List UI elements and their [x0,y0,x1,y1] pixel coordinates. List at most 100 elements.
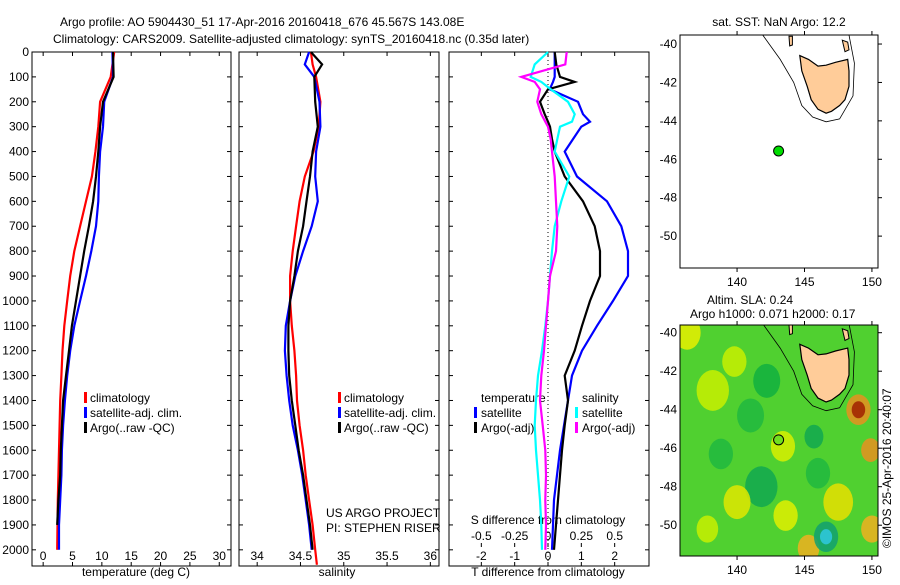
salinity-legend: climatology satellite-adj. clim. Argo(..… [344,391,436,435]
depth-tick-label: 0 [22,45,29,59]
sla-anomaly [861,438,878,463]
depth-tick-label: 2000 [2,543,29,557]
x-tick-label: 1 [578,549,585,563]
s-tick-label: 0.5 [606,529,623,543]
map-frame [679,324,879,557]
lat-tick-label: -46 [660,152,678,166]
shelf-contour [762,35,855,123]
lat-tick-label: -50 [660,229,678,243]
series-line-argo-raw-qc- [56,51,115,525]
depth-tick-label: 200 [9,95,29,109]
depth-tick-label: 500 [9,169,29,183]
x-tick-label: 35.5 [375,549,399,563]
x-tick-label: 15 [125,549,139,563]
lon-tick-label: 140 [727,563,747,577]
x-tick-label: 5 [69,549,76,563]
depth-tick-label: 800 [9,244,29,258]
salinity-xlabel: salinity [319,565,356,579]
sla-anomaly [805,457,831,489]
depth-tick-label: 1900 [2,518,29,532]
sla-anomaly [696,370,729,411]
legend-swatch [474,422,477,433]
figure-title-line2: Climatology: CARS2009. Satellite-adjuste… [53,32,529,46]
sla-anomaly [851,401,866,419]
legend-s-satellite: satellite [582,406,623,420]
salinity-panel: salinity climatology satellite-adj. clim… [238,51,441,579]
depth-tick-label: 1600 [2,443,29,457]
lon-tick-label: 150 [862,563,882,577]
depth-tick-label: 300 [9,120,29,134]
temperature-panel: temperature (deg C) climatology satellit… [2,45,232,579]
t-diff-xlabel: T difference from climatology [471,565,625,579]
x-tick-label: 0 [40,549,47,563]
depth-tick-label: 100 [9,70,29,84]
lat-tick-label: -42 [660,364,678,378]
tasmania-land [799,343,850,403]
lat-tick-label: -48 [660,191,678,205]
depth-tick-label: 400 [9,145,29,159]
x-tick-label: 10 [95,549,109,563]
legend-argo: Argo(..raw -QC) [344,421,429,435]
series-line-satellite-adj-clim- [57,51,115,550]
series-line-climatology [56,51,116,550]
lon-tick-label: 140 [727,275,747,289]
lat-tick-label: -44 [660,403,678,417]
difference-legend: temperature satellite Argo(-adj) salinit… [481,391,635,435]
lat-tick-label: -40 [660,37,678,51]
lat-tick-label: -44 [660,114,678,128]
argo-position-marker [773,145,785,157]
x-tick-label: 2 [611,549,618,563]
legend-climatology: climatology [90,391,150,405]
sla-anomaly [723,485,751,520]
legend-t-argo: Argo(-adj) [481,421,534,435]
legend-argo: Argo(..raw -QC) [90,421,175,435]
x-tick-label: 34.5 [289,549,313,563]
depth-tick-label: 700 [9,219,29,233]
lon-tick-label: 145 [794,275,814,289]
lat-tick-label: -46 [660,441,678,455]
lat-tick-label: -50 [660,518,678,532]
shelf-contour [763,325,855,412]
king-island-land [788,325,793,336]
x-tick-label: 20 [154,549,168,563]
series-line-argo-raw-qc- [287,51,324,550]
king-island-land [788,35,793,47]
sla-anomaly [680,325,701,350]
legend-swatch [575,422,578,433]
series-line-t-satellite [548,52,630,550]
x-tick-label: -1 [509,549,520,563]
sla-anomaly [861,515,878,543]
sla-anomaly [770,430,796,462]
depth-tick-label: 600 [9,194,29,208]
sst-map-title: sat. SST: NaN Argo: 12.2 [712,15,846,29]
lon-tick-label: 150 [862,275,882,289]
plot-frame [448,51,650,567]
sla-map-title-line1: Altim. SLA: 0.24 [707,293,793,307]
legend-s-argo: Argo(-adj) [582,421,635,435]
sst-map: sat. SST: NaN Argo: 12.2 140 145 150 -40 -42… [660,15,883,289]
x-tick-label: 36 [424,549,438,563]
legend-temperature-title: temperature [481,391,546,405]
map-frame [679,34,879,269]
sla-anomaly [823,483,854,521]
x-tick-label: 35 [337,549,351,563]
legend-satellite: satellite-adj. clim. [344,406,436,420]
depth-tick-label: 1000 [2,294,29,308]
legend-swatch [84,422,87,433]
legend-salinity-title: salinity [582,391,619,405]
depth-tick-label: 1500 [2,418,29,432]
depth-tick-label: 1300 [2,369,29,383]
lat-tick-label: -40 [660,326,678,340]
legend-swatch [338,407,341,418]
depth-tick-label: 1400 [2,393,29,407]
tasmania-land [799,54,850,114]
s-tick-label: -0.25 [501,529,529,543]
project-credit: US ARGO PROJECT [326,506,441,520]
sla-anomaly [722,346,747,377]
sla-anomaly [819,529,833,545]
legend-climatology: climatology [344,391,404,405]
legend-swatch [474,407,477,418]
lat-tick-label: -48 [660,480,678,494]
series-line-t-argo-adj- [538,51,602,550]
s-tick-label: 0.25 [570,529,594,543]
